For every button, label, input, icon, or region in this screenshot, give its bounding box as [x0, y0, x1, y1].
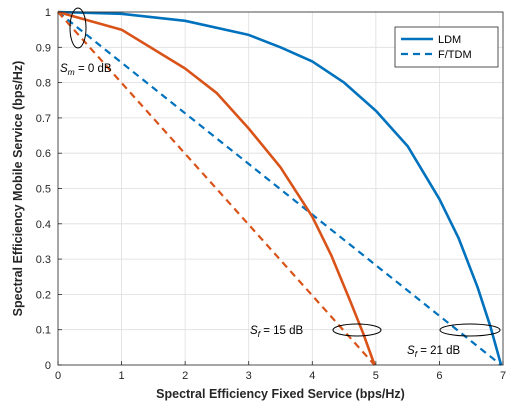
x-tick-label: 1 — [119, 370, 125, 382]
y-tick-label: 0.3 — [36, 254, 51, 266]
x-tick-label: 3 — [246, 370, 252, 382]
x-axis-label: Spectral Efficiency Fixed Service (bps/H… — [156, 387, 405, 401]
annotation-ellipse — [69, 7, 87, 49]
annotation-label: Sm = 0 dB — [60, 63, 112, 77]
x-tick-label: 2 — [182, 370, 188, 382]
annotation-subscript: f — [415, 349, 419, 359]
x-tick-label: 5 — [373, 370, 379, 382]
annotation-label: Sf = 15 dB — [250, 325, 304, 339]
series-0-line — [57, 10, 503, 366]
y-tick-label: 0.1 — [36, 325, 51, 337]
y-tick-label: 0 — [45, 360, 51, 372]
y-axis-label: Spectral Efficiency Mobile Service (bps/… — [11, 61, 25, 317]
y-tick-label: 0.7 — [36, 113, 51, 125]
annotation-symbol: S — [407, 345, 415, 357]
annotation-ellipse — [332, 323, 382, 337]
axis-ticks: 0 1 2 3 4 5 6 7 0 0.1 0.2 0.3 0.4 0.5 0.6 0.7 0.8 0.9 1 — [36, 7, 506, 382]
series-1-line — [57, 11, 502, 366]
legend-box — [394, 26, 499, 68]
y-tick-label: 0.8 — [36, 78, 51, 90]
legend-label: F/TDM — [438, 49, 472, 61]
annotation-ellipse — [439, 323, 501, 337]
legend-label: LDM — [438, 34, 461, 46]
series-group — [57, 10, 503, 366]
annotation-symbol: S — [250, 325, 258, 337]
y-tick-label: 0.4 — [36, 219, 51, 231]
x-tick-label: 6 — [436, 370, 442, 382]
series-2-line — [57, 10, 376, 366]
legend: LDM F/TDM — [394, 26, 499, 68]
y-tick-label: 0.9 — [36, 42, 51, 54]
annotation-symbol: S — [60, 63, 68, 75]
annotation-label: Sf = 21 dB — [407, 345, 461, 359]
y-tick-label: 0.5 — [36, 184, 51, 196]
x-tick-label: 7 — [500, 370, 506, 382]
y-tick-label: 0.6 — [36, 148, 51, 160]
y-tick-label: 0.2 — [36, 289, 51, 301]
annotation-subscript: f — [258, 329, 262, 339]
y-tick-label: 1 — [45, 7, 51, 19]
annotation-value: = 0 dB — [75, 63, 112, 75]
annotation-value: = 21 dB — [417, 345, 460, 357]
annotation-value: = 15 dB — [260, 325, 303, 337]
x-tick-label: 0 — [55, 370, 61, 382]
annotation-subscript: m — [68, 67, 75, 77]
x-tick-label: 4 — [309, 370, 315, 382]
